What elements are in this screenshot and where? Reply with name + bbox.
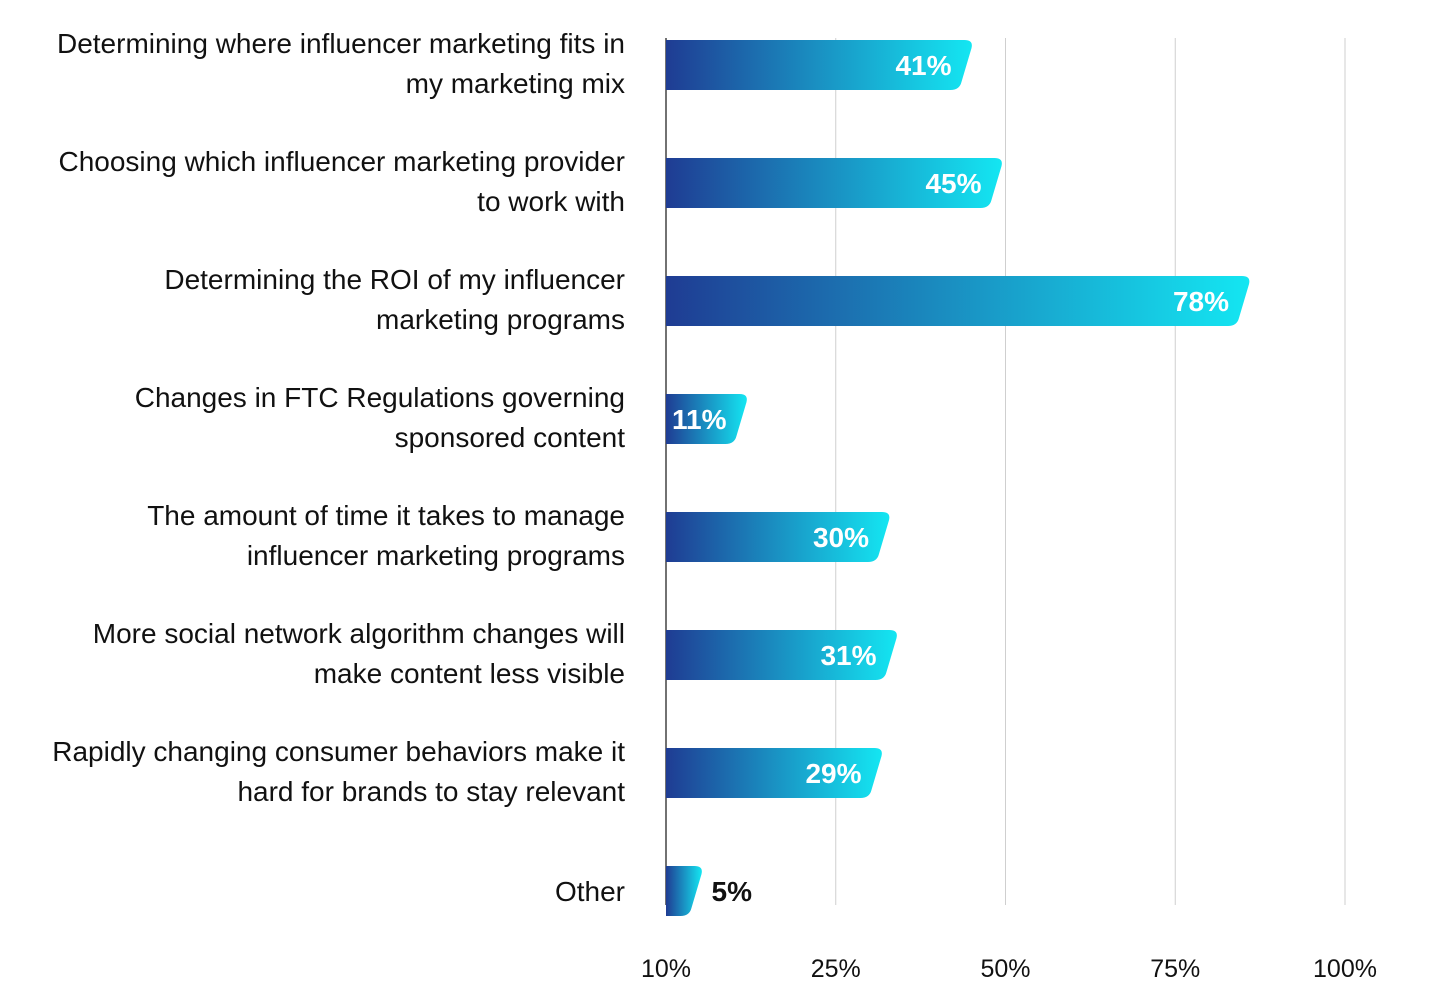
category-label: Choosing which influencer marketing prov…	[58, 146, 625, 217]
category-label: Rapidly changing consumer behaviors make…	[52, 736, 625, 807]
category-label: Determining where influencer marketing f…	[57, 28, 625, 99]
bar	[666, 748, 882, 798]
bar	[666, 394, 747, 444]
category-label: Changes in FTC Regulations governing spon…	[135, 382, 625, 453]
bar	[666, 866, 702, 916]
x-tick-label: 100%	[1313, 955, 1377, 983]
bar-value-label: 41%	[895, 50, 951, 81]
bar-value-label: 45%	[925, 168, 981, 199]
bar-value-label: 78%	[1173, 286, 1229, 317]
x-axis-ticks: 10% 25% 50% 75% 100%	[641, 955, 1377, 983]
x-tick-label: 10%	[641, 955, 691, 983]
x-tick-label: 25%	[811, 955, 861, 983]
category-label: The amount of time it takes to manage inf…	[147, 500, 625, 571]
category-label: Other	[555, 876, 625, 907]
bar-value-label: 30%	[813, 522, 869, 553]
bar-value-label: 11%	[672, 404, 727, 435]
category-label: Determining the ROI of my influencer mark…	[164, 264, 625, 335]
bar	[666, 276, 1250, 326]
bar-value-label: 31%	[820, 640, 876, 671]
bar	[666, 40, 972, 90]
x-tick-label: 50%	[980, 955, 1030, 983]
bar	[666, 512, 890, 562]
bars: 41% 45% 78% 11% 30% 31% 29% 5%	[666, 40, 1250, 916]
category-labels: Determining where influencer marketing f…	[52, 28, 625, 907]
bar-value-label: 29%	[805, 758, 861, 789]
x-tick-label: 75%	[1150, 955, 1200, 983]
category-label: More social network algorithm changes wi…	[93, 618, 625, 689]
bar-value-label: 5%	[712, 876, 753, 907]
bar	[666, 630, 897, 680]
bar	[666, 158, 1002, 208]
